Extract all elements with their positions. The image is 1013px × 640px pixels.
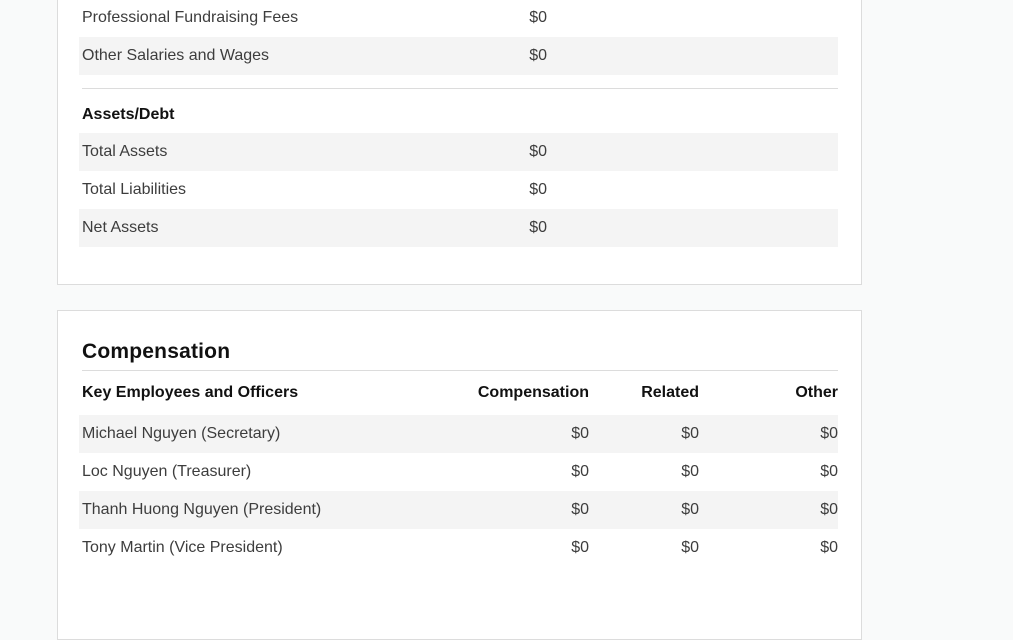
column-header-compensation: Compensation xyxy=(477,384,589,401)
compensation-value: $0 xyxy=(571,539,589,556)
row-value: $0 xyxy=(529,219,547,236)
row-label: Total Liabilities xyxy=(82,181,187,198)
compensation-heading: Compensation xyxy=(82,340,231,363)
employee-name: Michael Nguyen (Secretary) xyxy=(82,425,281,442)
financial-row: Total Liabilities $0 xyxy=(79,171,838,209)
employee-name: Loc Nguyen (Treasurer) xyxy=(82,463,252,480)
financial-row: Professional Fundraising Fees $0 xyxy=(79,0,838,37)
assets-debt-heading: Assets/Debt xyxy=(82,106,175,123)
comp-table-row: Tony Martin (Vice President) $0 $0 $0 xyxy=(79,529,838,567)
compensation-value: $0 xyxy=(571,463,589,480)
column-header-other: Other xyxy=(795,384,838,401)
related-value: $0 xyxy=(681,463,699,480)
employee-name: Thanh Huong Nguyen (President) xyxy=(82,501,322,518)
row-label: Other Salaries and Wages xyxy=(82,47,270,64)
other-value: $0 xyxy=(820,539,838,556)
related-value: $0 xyxy=(681,501,699,518)
related-value: $0 xyxy=(681,539,699,556)
page: { "theme": { "page_bg": "#f9fafa", "card… xyxy=(57,0,862,640)
compensation-divider xyxy=(82,370,838,371)
comp-table-row: Michael Nguyen (Secretary) $0 $0 $0 xyxy=(79,415,838,453)
other-value: $0 xyxy=(820,425,838,442)
compensation-card: Compensation Key Employees and Officers … xyxy=(57,310,862,640)
row-value: $0 xyxy=(529,181,547,198)
row-label: Professional Fundraising Fees xyxy=(82,9,299,26)
financial-row: Total Assets $0 xyxy=(79,133,838,171)
assets-debt-divider xyxy=(82,88,838,89)
related-value: $0 xyxy=(681,425,699,442)
other-value: $0 xyxy=(820,463,838,480)
row-label: Net Assets xyxy=(82,219,159,236)
compensation-value: $0 xyxy=(571,425,589,442)
row-value: $0 xyxy=(529,9,547,26)
comp-table-row: Thanh Huong Nguyen (President) $0 $0 $0 xyxy=(79,491,838,529)
financials-card: Professional Fundraising Fees $0 Other S… xyxy=(57,0,862,285)
financial-row: Other Salaries and Wages $0 xyxy=(79,37,838,75)
comp-table-row: Loc Nguyen (Treasurer) $0 $0 $0 xyxy=(79,453,838,491)
row-value: $0 xyxy=(529,143,547,160)
financial-row: Net Assets $0 xyxy=(79,209,838,247)
column-header-related: Related xyxy=(641,384,699,401)
column-header-name: Key Employees and Officers xyxy=(82,384,299,401)
row-value: $0 xyxy=(529,47,547,64)
employee-name: Tony Martin (Vice President) xyxy=(82,539,283,556)
other-value: $0 xyxy=(820,501,838,518)
compensation-value: $0 xyxy=(571,501,589,518)
comp-table-header: Key Employees and Officers Compensation … xyxy=(79,371,838,415)
row-label: Total Assets xyxy=(82,143,168,160)
